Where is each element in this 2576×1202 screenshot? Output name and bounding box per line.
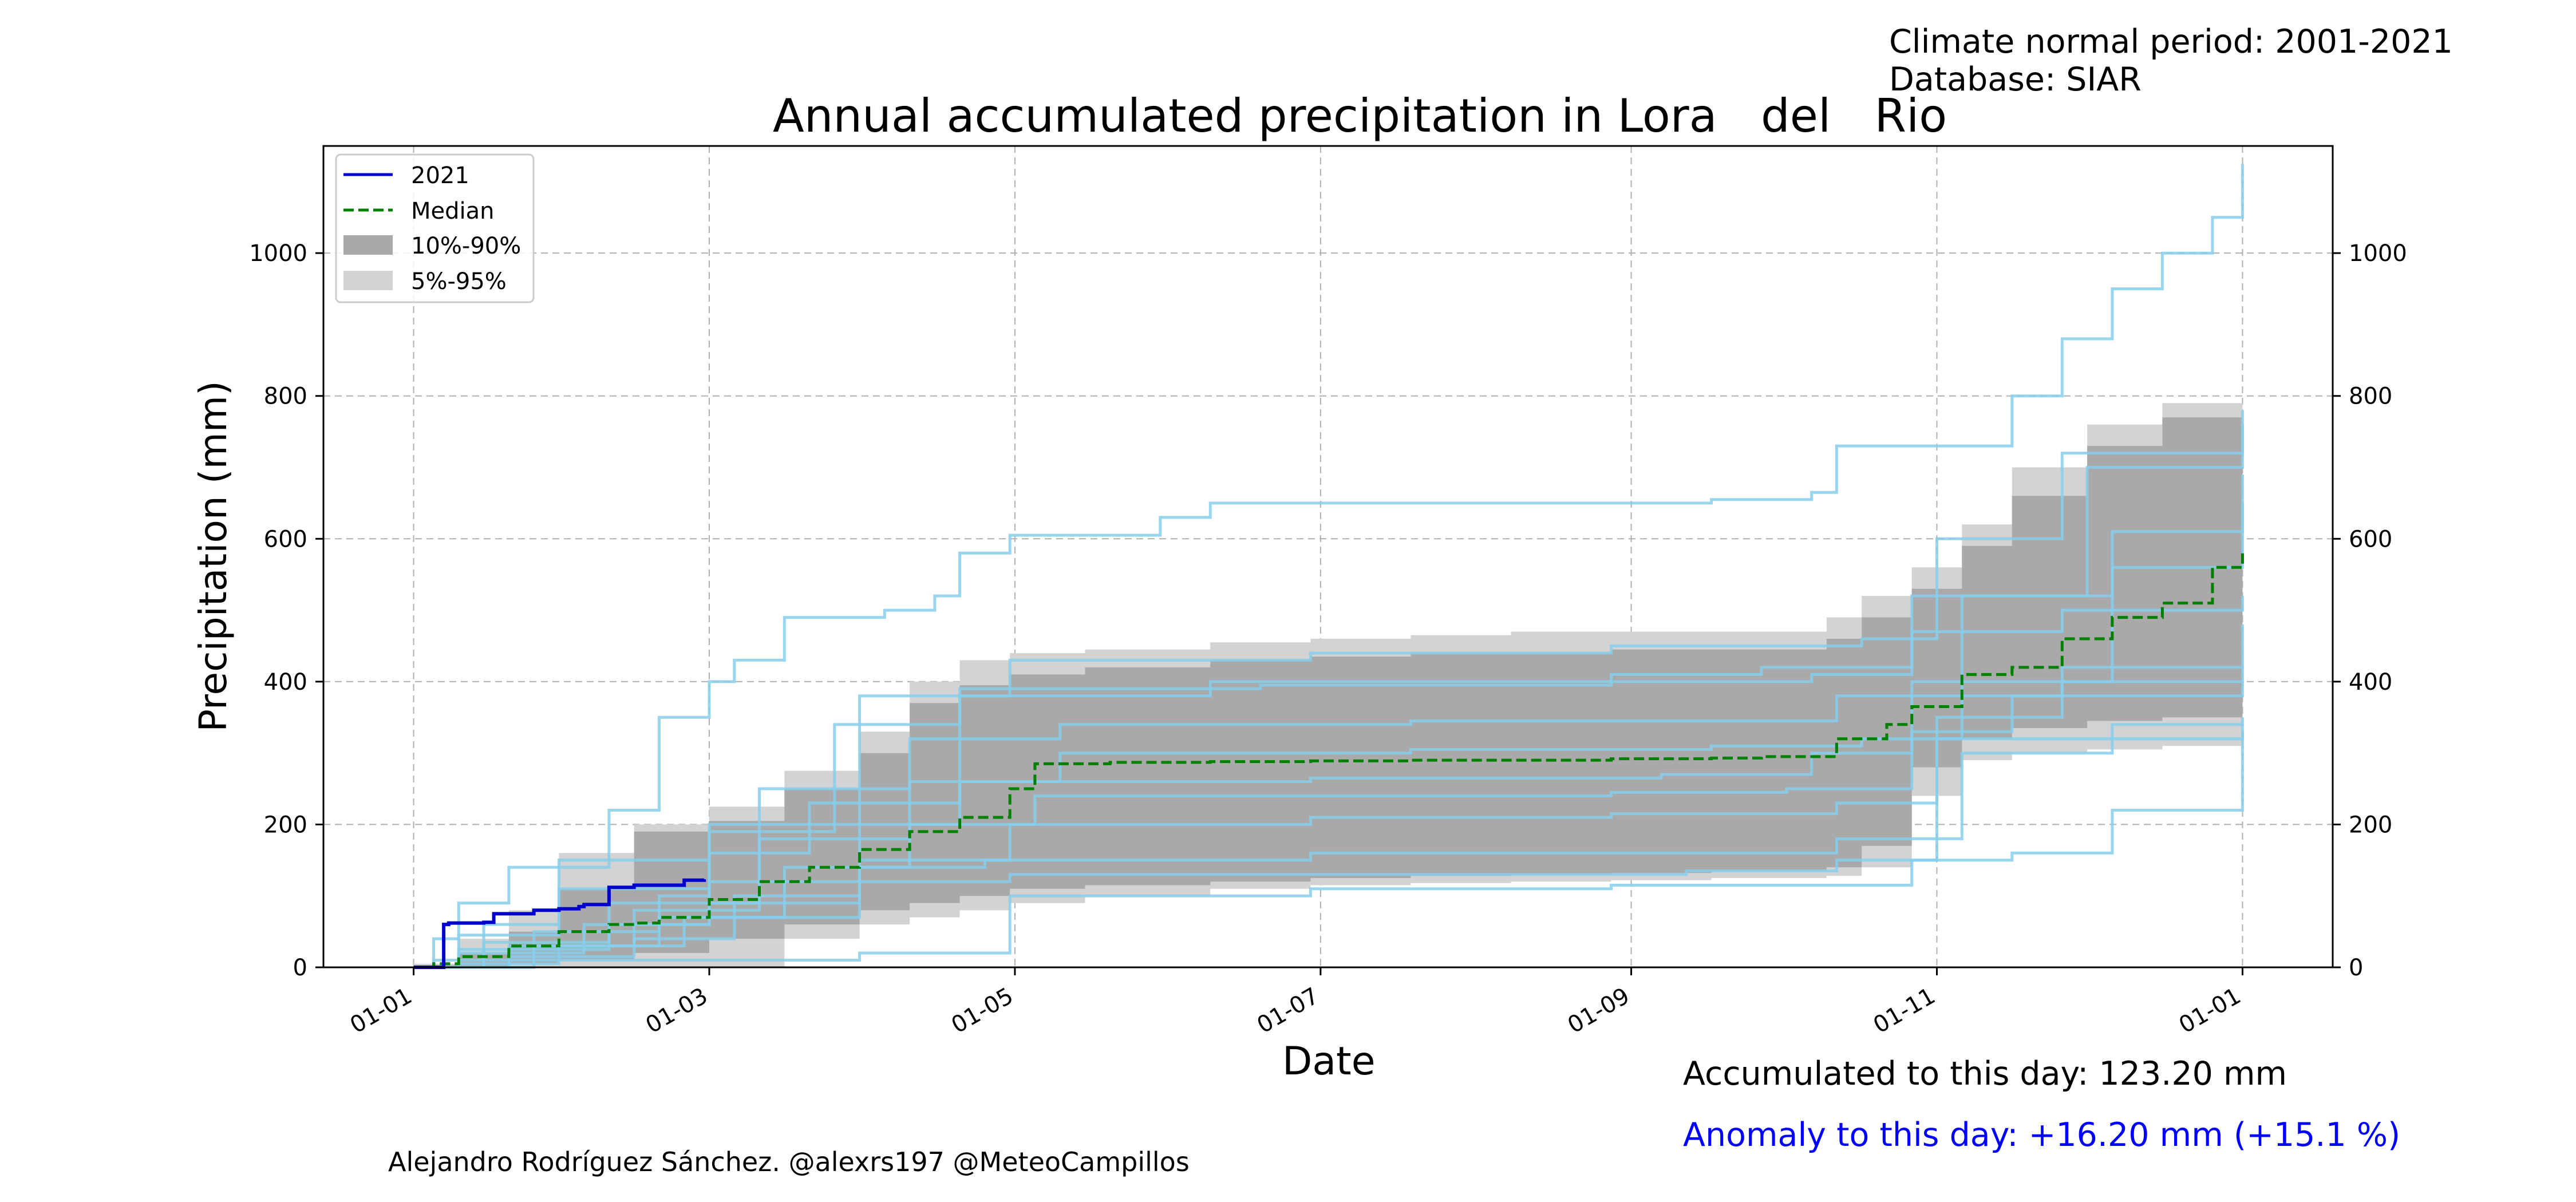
x-tick-label: 01-07 <box>1253 983 1323 1039</box>
y-tick-label: 0 <box>293 955 307 981</box>
legend-swatch-5-95 <box>343 271 393 290</box>
current-year-line <box>413 878 706 969</box>
legend-label-median: Median <box>411 198 495 224</box>
y-tick-label: 1000 <box>249 240 307 267</box>
historical-year-line <box>413 732 2244 969</box>
median-line <box>413 553 2244 969</box>
x-tick-label: 01-05 <box>947 983 1018 1039</box>
historical-year-line <box>413 724 2244 969</box>
legend-label-2021: 2021 <box>411 163 469 189</box>
credit-text: Alejandro Rodríguez Sánchez. @alexrs197 … <box>388 1146 1190 1177</box>
band-10-90 <box>413 413 2243 967</box>
y-tick-label: 600 <box>264 526 307 552</box>
x-tick-label: 01-01 <box>2175 983 2246 1039</box>
chart-title: Annual accumulated precipitation in Lora… <box>773 89 1947 143</box>
x-tick-label: 01-09 <box>1563 983 1634 1039</box>
legend: 2021 Median 10%-90% 5%-95% <box>335 153 535 303</box>
anomaly-text: Anomaly to this day: +16.20 mm (+15.1 %) <box>1683 1116 2401 1154</box>
main-series <box>413 553 2244 969</box>
historical-year-line <box>413 681 2244 969</box>
legend-label-10-90: 10%-90% <box>411 233 521 259</box>
historical-year-line <box>413 717 2244 969</box>
historical-year-line <box>413 667 2244 969</box>
legend-swatch-10-90 <box>343 235 393 255</box>
y-tick-label-right: 0 <box>2349 955 2363 981</box>
historical-year-line <box>413 624 2244 969</box>
historical-year-line <box>413 164 2244 969</box>
y-tick-label-right: 600 <box>2349 526 2392 552</box>
accumulated-text: Accumulated to this day: 123.20 mm <box>1683 1055 2287 1093</box>
database-text: Database: SIAR <box>1889 61 2142 98</box>
y-tick-label: 200 <box>264 812 307 838</box>
y-tick-label: 400 <box>264 669 307 695</box>
y-tick-label-right: 200 <box>2349 812 2392 838</box>
y-tick-label-right: 400 <box>2349 669 2392 695</box>
legend-box <box>335 153 535 303</box>
x-tick-label: 01-01 <box>346 983 417 1039</box>
climate-period-text: Climate normal period: 2001-2021 <box>1889 23 2453 61</box>
historical-year-line <box>413 424 2244 969</box>
legend-label-5-95: 5%-95% <box>411 268 507 295</box>
x-axis-label: Date <box>1282 1039 1376 1084</box>
plot-frame <box>322 145 2334 968</box>
y-tick-label-right: 800 <box>2349 383 2392 410</box>
historical-year-line <box>413 596 2244 969</box>
x-tick-label: 01-03 <box>641 983 712 1039</box>
y-tick-label-right: 1000 <box>2349 240 2407 267</box>
x-tick-label: 01-11 <box>1869 983 1940 1039</box>
y-tick-label: 800 <box>264 383 307 410</box>
historical-year-lines <box>413 164 2244 969</box>
historical-year-line <box>413 410 2244 969</box>
y-axis-label: Precipitation (mm) <box>191 381 235 732</box>
